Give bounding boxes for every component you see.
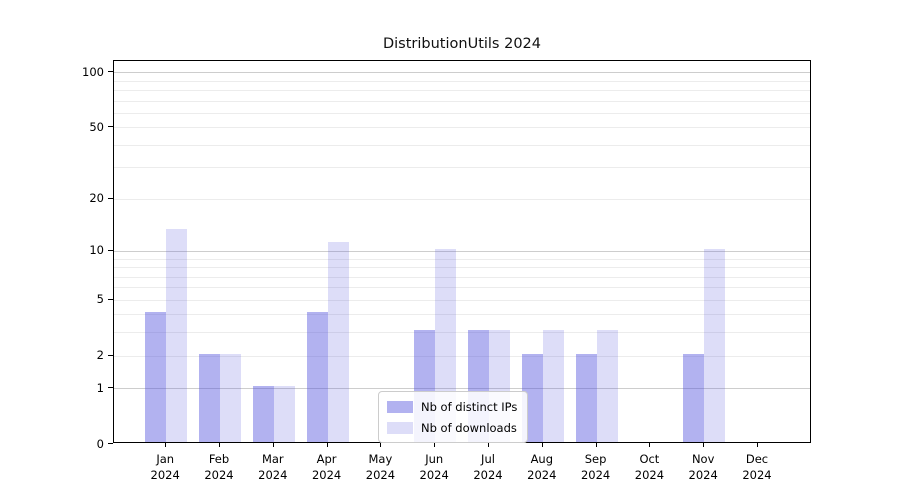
y-tick-label: 0 [96,436,104,451]
legend-swatch-distinct-ips [387,400,413,413]
gridline-minor [114,127,810,129]
gridline-minor [114,287,810,289]
y-tick-mark [108,443,113,444]
y-tick-mark [108,387,113,389]
gridline-minor [114,258,810,260]
bar-downloads [273,386,295,442]
bar-distinct-ips [683,353,705,442]
bar-downloads [166,229,188,442]
gridline-major [114,72,810,74]
x-tick-label: Dec 2024 [742,452,772,482]
x-tick-label: Apr 2024 [311,452,342,482]
y-tick-label: 5 [96,292,104,307]
legend-label-downloads: Nb of downloads [421,420,517,435]
y-tick-mark [108,249,113,251]
gridline-major [114,388,810,390]
y-tick-mark [108,298,113,300]
x-tick-mark [272,443,274,447]
x-tick-label: Mar 2024 [258,452,288,482]
x-tick-mark [488,443,489,447]
x-tick-mark [595,443,597,447]
legend-row-downloads: Nb of downloads [387,419,517,436]
bar-downloads [327,241,349,442]
plot-area [113,60,811,443]
x-tick-label: Jun 2024 [419,452,449,482]
x-tick-mark [380,443,382,447]
legend-swatch-downloads [387,421,413,434]
bar-distinct-ips [252,386,274,442]
gridline-minor [114,80,810,82]
x-tick-mark [541,443,543,447]
bar-downloads [542,330,564,442]
gridline-minor [114,144,810,146]
x-tick-label: Jul 2024 [473,452,503,482]
x-tick-label: Nov 2024 [688,452,718,482]
x-tick-label: Feb 2024 [204,452,234,482]
chart-title: DistributionUtils 2024 [382,36,541,52]
x-tick-label: Oct 2024 [634,452,665,482]
y-tick-mark [108,354,113,356]
x-tick-mark [649,443,651,447]
bar-downloads [596,330,618,442]
gridline-minor [114,198,810,200]
y-tick-label: 100 [82,64,104,79]
bar-distinct-ips [575,353,597,442]
bar-downloads [220,353,241,442]
x-tick-label: Aug 2024 [527,452,557,482]
gridline-minor [114,100,810,102]
x-tick-mark [219,443,220,447]
x-tick-mark [703,443,705,447]
y-tick-label: 2 [96,348,104,362]
gridline-minor [114,89,810,91]
gridline-minor [114,167,810,169]
legend-label-distinct-ips: Nb of distinct IPs [421,399,518,414]
x-tick-mark [434,443,436,447]
bar-distinct-ips [145,312,167,442]
bar-distinct-ips [306,312,328,442]
y-tick-mark [108,197,113,199]
y-tick-mark [108,71,113,73]
legend-row-distinct-ips: Nb of distinct IPs [387,398,517,415]
y-tick-label: 10 [89,243,104,258]
x-tick-mark [165,443,167,447]
gridline-minor [114,332,810,334]
x-tick-mark [326,443,328,447]
gridline-minor [114,314,810,316]
x-tick-label: Jan 2024 [150,452,180,482]
bar-distinct-ips [199,353,220,442]
gridline-minor [114,276,810,278]
x-tick-label: May 2024 [365,452,396,482]
gridline-major [114,250,810,252]
gridline-minor [114,267,810,268]
y-tick-mark [108,126,113,128]
legend: Nb of distinct IPs Nb of downloads [378,391,529,443]
x-tick-mark [757,443,758,447]
y-tick-label: 50 [89,119,104,134]
bar-downloads [704,248,726,442]
gridline-minor [114,299,810,301]
gridline-minor [114,112,810,114]
x-tick-label: Sep 2024 [580,452,611,482]
gridline-minor [114,355,810,357]
y-tick-label: 1 [96,380,104,395]
y-tick-label: 20 [89,191,104,206]
